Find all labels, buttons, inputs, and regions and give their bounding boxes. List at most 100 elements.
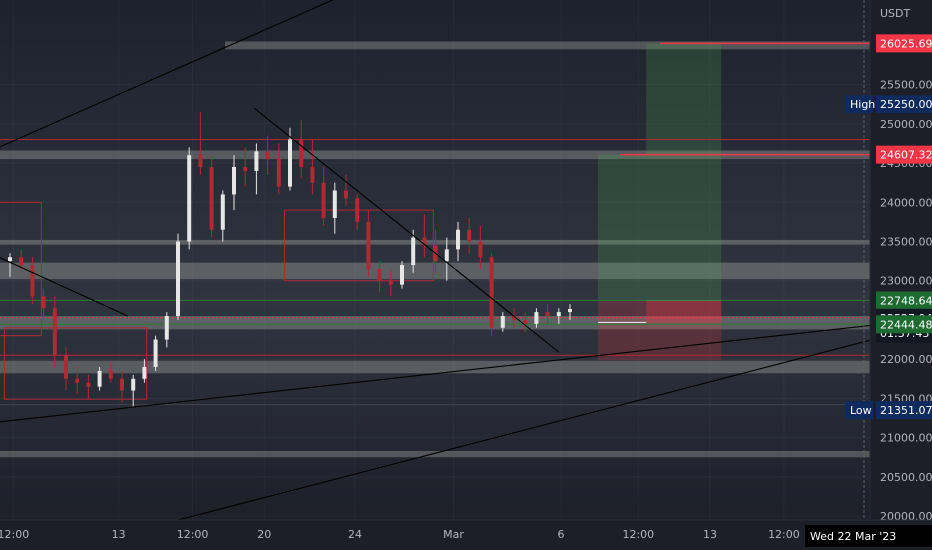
time-tick-labels: 12:00 13 12:00 20 24 Mar 6 12:00 13 12:00: [0, 528, 800, 541]
candle-body-9: [108, 370, 113, 379]
candle-body-7: [86, 382, 91, 387]
candle-body-31: [355, 198, 360, 222]
long-position-tool[interactable]: [598, 43, 722, 361]
crosshair-date-label-bg: [805, 525, 932, 547]
currency-label: USDT: [880, 7, 911, 20]
candle-body-33: [377, 268, 382, 281]
candle-body-4: [52, 308, 57, 356]
price-tag-bg-2: [876, 145, 932, 164]
price-tick-7: 23500.00: [880, 236, 932, 249]
candle-body-18: [209, 166, 214, 230]
price-tick-4: 22000.00: [880, 353, 932, 366]
candle-body-12: [142, 367, 147, 379]
horizontal-levels: [0, 42, 870, 406]
price-tick-11: 25500.00: [880, 79, 932, 92]
candle-body-17: [198, 155, 203, 167]
price-tags: 26025.69High25250.0024607.3222748.642252…: [845, 34, 932, 420]
candle-body-44: [500, 316, 505, 328]
candle-body-13: [153, 339, 158, 368]
trendline-0: [0, 0, 334, 148]
candle-body-1: [19, 257, 24, 266]
price-tag-bg-0: [876, 34, 932, 53]
price-axis[interactable]: [870, 0, 932, 520]
profit-zone-upper: [646, 43, 722, 155]
loss-zone-inner: [646, 300, 722, 323]
trendline-4: [0, 257, 128, 317]
candle-body-41: [467, 229, 472, 242]
time-tick-6: 6: [558, 528, 565, 541]
support-resistance-zones: [0, 41, 907, 458]
sr-zone-1: [0, 150, 906, 160]
candle-body-26: [299, 139, 304, 167]
candle-body-36: [411, 237, 416, 266]
profit-zone: [598, 154, 722, 301]
trendline-1: [253, 107, 560, 353]
candle-body-6: [75, 378, 80, 383]
price-tag-value-0: 26025.69: [880, 37, 932, 50]
sr-zone-0: [225, 41, 907, 50]
candle-body-15: [176, 241, 180, 317]
time-tick-2: 12:00: [177, 528, 209, 541]
candle-body-47: [534, 312, 539, 324]
candle-body-14: [164, 316, 169, 340]
time-axis[interactable]: [0, 520, 932, 550]
candle-body-25: [288, 139, 292, 187]
sr-zone-3: [0, 262, 906, 280]
candle-body-16: [187, 155, 192, 242]
price-tag-bg-3: [876, 291, 932, 310]
gridlines: [0, 0, 870, 520]
candle-body-46: [523, 319, 528, 324]
candle-body-2: [30, 265, 35, 297]
candle-body-22: [254, 151, 259, 171]
candle-body-20: [232, 166, 236, 195]
range-box-1: [3, 327, 148, 400]
time-tick-4: 24: [348, 528, 362, 541]
candle-body-11: [131, 378, 136, 391]
time-tick-7: 12:00: [622, 528, 654, 541]
candle-body-32: [366, 221, 371, 269]
sr-zone-5: [0, 360, 906, 374]
price-tick-6: 23000.00: [880, 275, 932, 288]
trendline-2: [0, 320, 907, 423]
price-tag-bg-6: [876, 401, 932, 420]
price-tag-label-bg-6: [845, 401, 873, 420]
price-tick-8: 24000.00: [880, 196, 932, 209]
candle-body-43: [489, 257, 494, 328]
price-tag-value-5: 22444.48: [880, 318, 932, 331]
candle-body-8: [97, 370, 102, 387]
candle-body-24: [276, 159, 281, 187]
sr-zone-6: [0, 450, 906, 458]
time-tick-5: Mar: [443, 528, 464, 541]
candle-body-21: [243, 166, 248, 171]
sr-zone-2: [0, 239, 906, 245]
candle-body-29: [332, 190, 337, 218]
candle-body-19: [220, 194, 225, 230]
time-tick-9: 12:00: [768, 528, 800, 541]
candle-body-39: [444, 249, 449, 262]
candles: [8, 112, 572, 407]
price-tick-10: 25000.00: [880, 118, 932, 131]
crosshair-date-label: Wed 22 Mar '23: [810, 530, 896, 543]
candle-body-10: [120, 378, 124, 391]
candle-body-27: [310, 166, 315, 183]
price-tag-label-6: Low: [850, 404, 872, 417]
price-tag-value-3: 22748.64: [880, 294, 932, 307]
price-tick-2: 21000.00: [880, 432, 932, 445]
candle-body-0: [8, 257, 12, 262]
loss-zone: [598, 300, 722, 361]
range-box-0: [0, 201, 42, 337]
price-tag-bg-5: [876, 315, 932, 334]
time-tick-0: 12:00: [0, 528, 29, 541]
candle-body-23: [265, 151, 270, 160]
candle-body-42: [478, 241, 483, 258]
candle-body-49: [556, 312, 561, 317]
candle-body-34: [388, 280, 393, 285]
candle-body-28: [321, 182, 326, 218]
candle-body-37: [422, 237, 427, 246]
candle-body-48: [545, 312, 550, 317]
candle-body-50: [568, 308, 572, 313]
price-tag-label-1: High: [850, 98, 875, 111]
price-tag-value-6: 21351.07: [880, 404, 932, 417]
